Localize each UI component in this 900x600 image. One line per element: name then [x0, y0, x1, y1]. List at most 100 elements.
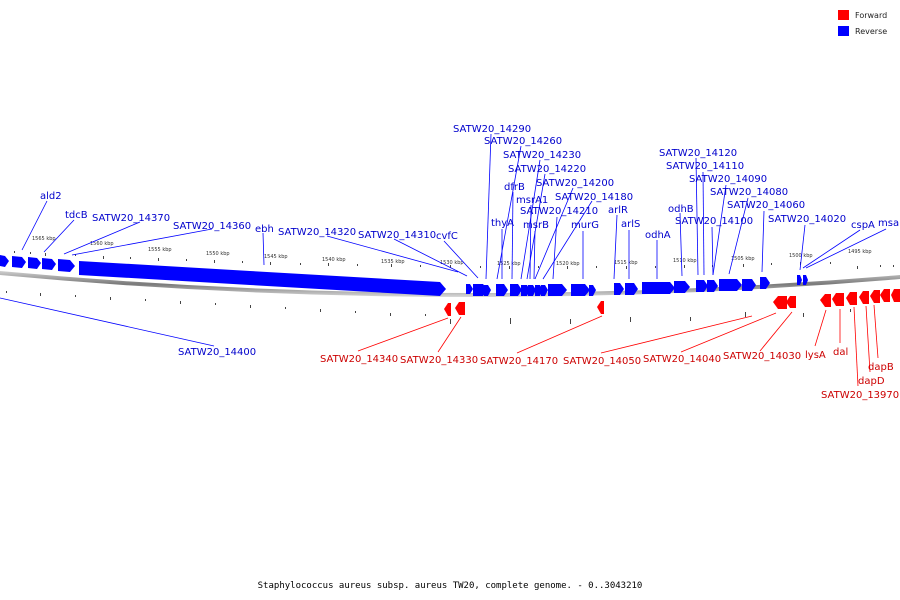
gene-arrow[interactable]	[444, 303, 451, 316]
gene-label-reverse[interactable]: cspA	[851, 220, 875, 231]
gene-arrow[interactable]	[846, 292, 857, 305]
gene-arrow[interactable]	[674, 281, 690, 293]
gene-arrow[interactable]	[42, 258, 56, 270]
gene-arrow[interactable]	[797, 275, 802, 285]
gene-label-reverse[interactable]: SATW20_14310	[358, 230, 436, 241]
gene-label-reverse[interactable]: SATW20_14220	[508, 164, 586, 175]
reverse-leader-lines	[0, 133, 887, 347]
scale-label: 1530 kbp	[440, 260, 464, 266]
gene-arrow[interactable]	[496, 284, 508, 296]
gene-arrow[interactable]	[696, 280, 708, 292]
gene-label-reverse[interactable]: SATW20_14090	[689, 174, 767, 185]
gene-label-reverse[interactable]: SATW20_14120	[659, 148, 737, 159]
gene-arrow[interactable]	[521, 285, 530, 296]
scale-label: 1545 kbp	[264, 254, 288, 260]
gene-label-reverse[interactable]: SATW20_14180	[555, 192, 633, 203]
gene-label-reverse[interactable]: msrB	[523, 220, 549, 231]
gene-arrow[interactable]	[880, 289, 890, 302]
gene-arrow[interactable]	[541, 285, 548, 296]
gene-label-reverse[interactable]: SATW20_14260	[484, 136, 562, 147]
gene-arrow[interactable]	[891, 289, 900, 302]
gene-arrow[interactable]	[742, 279, 756, 291]
gene-arrow[interactable]	[455, 302, 465, 315]
gene-label-reverse[interactable]: SATW20_14200	[536, 178, 614, 189]
gene-label-forward[interactable]: dapB	[868, 362, 894, 373]
gene-arrow[interactable]	[484, 285, 491, 296]
gene-label-forward[interactable]: SATW20_14030	[723, 351, 801, 362]
gene-arrow[interactable]	[589, 285, 596, 296]
gene-arrow[interactable]	[28, 257, 41, 269]
gene-arrow[interactable]	[832, 293, 844, 306]
gene-label-reverse[interactable]: cvfC	[436, 231, 458, 242]
gene-arrow[interactable]	[820, 294, 831, 307]
scale-label: 1540 kbp	[322, 257, 346, 263]
gene-arrow[interactable]	[510, 284, 522, 296]
gene-label-forward[interactable]: lysA	[805, 350, 826, 361]
legend: Forward Reverse	[838, 10, 887, 36]
gene-label-reverse[interactable]: SATW20_14290	[453, 124, 531, 135]
gene-label-reverse[interactable]: SATW20_14210	[520, 206, 598, 217]
gene-arrow[interactable]	[12, 256, 26, 268]
gene-label-reverse[interactable]: SATW20_14370	[92, 213, 170, 224]
gene-arrow[interactable]	[760, 277, 770, 289]
gene-label-reverse[interactable]: msrA1	[516, 195, 548, 206]
gene-label-reverse[interactable]: ebh	[255, 224, 274, 235]
gene-label-reverse[interactable]: ald2	[40, 191, 62, 202]
scale-label: 1495 kbp	[848, 249, 872, 255]
gene-label-reverse[interactable]: SATW20_14320	[278, 227, 356, 238]
gene-arrow[interactable]	[58, 259, 75, 272]
scale-label: 1505 kbp	[731, 256, 755, 262]
gene-arrow[interactable]	[548, 284, 567, 296]
gene-arrow[interactable]	[870, 290, 880, 303]
gene-label-reverse[interactable]: arlR	[608, 205, 628, 216]
gene-label-forward[interactable]: SATW20_14340	[320, 354, 398, 365]
gene-arrow[interactable]	[773, 296, 787, 309]
gene-label-reverse[interactable]: dfrB	[504, 182, 525, 193]
scale-label: 1510 kbp	[673, 258, 697, 264]
scale-label: 1555 kbp	[148, 247, 172, 253]
gene-label-reverse[interactable]: SATW20_14360	[173, 221, 251, 232]
gene-arrow[interactable]	[466, 284, 473, 294]
gene-arrow[interactable]	[571, 284, 590, 296]
gene-label-reverse[interactable]: SATW20_14400	[178, 347, 256, 358]
legend-reverse-label: Reverse	[855, 27, 887, 36]
reverse-genes	[0, 255, 808, 296]
gene-label-forward[interactable]: SATW20_14330	[400, 355, 478, 366]
legend-forward-label: Forward	[855, 11, 887, 20]
gene-arrow[interactable]	[528, 285, 536, 296]
gene-arrow[interactable]	[707, 280, 718, 292]
gene-label-reverse[interactable]: tdcB	[65, 210, 88, 221]
gene-label-reverse[interactable]: SATW20_14110	[666, 161, 744, 172]
gene-label-forward[interactable]: dapD	[858, 376, 885, 387]
gene-arrow[interactable]	[625, 283, 638, 295]
gene-label-reverse[interactable]: SATW20_14100	[675, 216, 753, 227]
gene-label-forward[interactable]: SATW20_14050	[563, 356, 641, 367]
gene-label-reverse[interactable]: SATW20_14020	[768, 214, 846, 225]
gene-arrow[interactable]	[786, 296, 796, 308]
legend-reverse-swatch	[838, 26, 849, 36]
gene-arrow[interactable]	[79, 261, 446, 296]
scale-label: 1520 kbp	[556, 261, 580, 267]
gene-label-reverse[interactable]: SATW20_14060	[727, 200, 805, 211]
gene-label-reverse[interactable]: arlS	[621, 219, 640, 230]
gene-label-forward[interactable]: SATW20_14040	[643, 354, 721, 365]
gene-arrow[interactable]	[597, 301, 604, 314]
gene-label-forward[interactable]: SATW20_14170	[480, 356, 558, 367]
forward-leader-lines	[357, 304, 879, 387]
gene-arrow[interactable]	[642, 282, 675, 294]
gene-label-reverse[interactable]: SATW20_14230	[503, 150, 581, 161]
gene-arrow[interactable]	[0, 255, 9, 267]
gene-arrow[interactable]	[719, 279, 742, 291]
gene-label-reverse[interactable]: SATW20_14080	[710, 187, 788, 198]
gene-label-forward[interactable]: SATW20_13970	[821, 390, 899, 401]
gene-arrow[interactable]	[803, 275, 808, 285]
gene-arrow[interactable]	[614, 283, 624, 295]
gene-label-reverse[interactable]: thyA	[491, 218, 514, 229]
gene-label-reverse[interactable]: odhA	[645, 230, 671, 241]
gene-label-reverse[interactable]: murG	[571, 220, 599, 231]
gene-label-forward[interactable]: dal	[833, 347, 848, 358]
gene-arrow[interactable]	[859, 291, 869, 304]
gene-label-reverse[interactable]: odhB	[668, 204, 694, 215]
gene-label-reverse[interactable]: msa	[878, 218, 899, 229]
